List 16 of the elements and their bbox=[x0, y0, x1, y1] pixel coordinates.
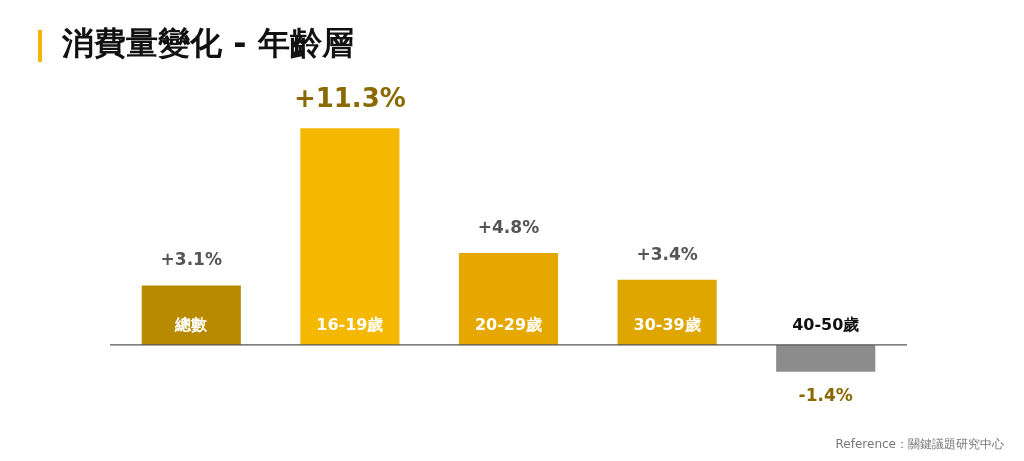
x-tick-label: 16-19歲 bbox=[316, 314, 384, 334]
chart-title: 消費量變化 - 年齡層 bbox=[62, 23, 354, 64]
x-tick-label: 40-50歲 bbox=[792, 314, 860, 334]
text: Reference：關鍵議題研究中心 bbox=[835, 436, 1004, 453]
bar bbox=[300, 128, 400, 345]
bar bbox=[458, 252, 559, 345]
data-label: +3.1% bbox=[160, 249, 222, 270]
data-label: -1.4% bbox=[798, 384, 853, 405]
data-label: +3.4% bbox=[636, 243, 698, 264]
x-tick-label: 30-39歲 bbox=[633, 314, 701, 334]
data-label: +11.3% bbox=[293, 83, 406, 114]
bar bbox=[776, 344, 876, 372]
data-label: +4.8% bbox=[477, 216, 540, 237]
x-tick-label: 總數 bbox=[174, 314, 209, 334]
x-tick-label: 20-29歲 bbox=[474, 314, 543, 334]
bar bbox=[141, 285, 241, 345]
